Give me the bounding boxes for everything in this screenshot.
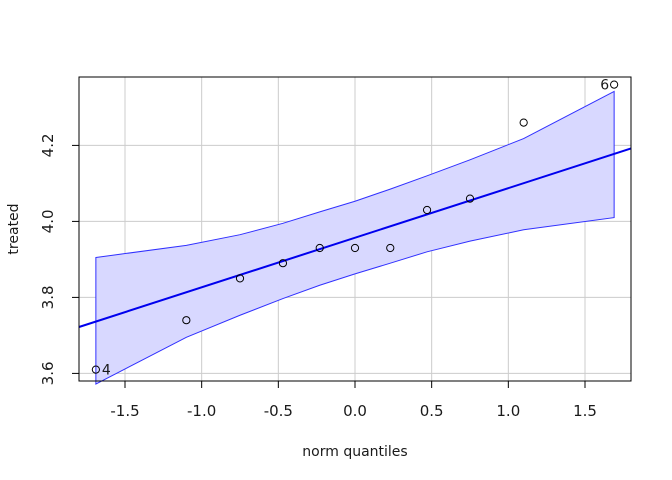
- x-tick-label: 1.5: [573, 402, 597, 420]
- x-axis-title: norm quantiles: [302, 444, 407, 460]
- y-axis: 3.6 3.8 4.0 4.2: [39, 133, 79, 385]
- y-tick-label: 3.8: [39, 285, 57, 309]
- data-point: [465, 194, 475, 203]
- data-point: [315, 243, 324, 253]
- y-tick-label: 4.2: [39, 133, 57, 157]
- x-tick-label: -1.5: [110, 402, 139, 420]
- x-tick-label: 0.0: [343, 402, 367, 420]
- x-tick-label: 0.5: [420, 402, 444, 420]
- data-point: [610, 80, 619, 89]
- data-point: [278, 259, 288, 268]
- data-point: [235, 274, 245, 283]
- data-point: [350, 243, 360, 253]
- point-label: 6: [600, 78, 609, 94]
- data-point: [519, 118, 528, 127]
- x-tick-label: 1.0: [496, 402, 520, 420]
- x-tick-label: -0.5: [264, 402, 293, 420]
- data-point: [386, 243, 395, 253]
- y-axis-title: treated: [6, 203, 22, 254]
- x-axis: -1.5 -1.0 -0.5 0.0 0.5 1.0 1.5: [110, 381, 597, 420]
- reference-line-layer: [78, 147, 632, 328]
- point-label: 4: [102, 363, 111, 379]
- data-point: [182, 316, 191, 325]
- points-layer: 46: [91, 78, 619, 379]
- y-tick-label: 4.0: [39, 209, 57, 233]
- reference-line: [78, 147, 632, 328]
- data-point: [422, 205, 432, 215]
- data-point: [91, 365, 100, 374]
- x-tick-label: -1.0: [187, 402, 216, 420]
- y-tick-label: 3.6: [39, 361, 57, 385]
